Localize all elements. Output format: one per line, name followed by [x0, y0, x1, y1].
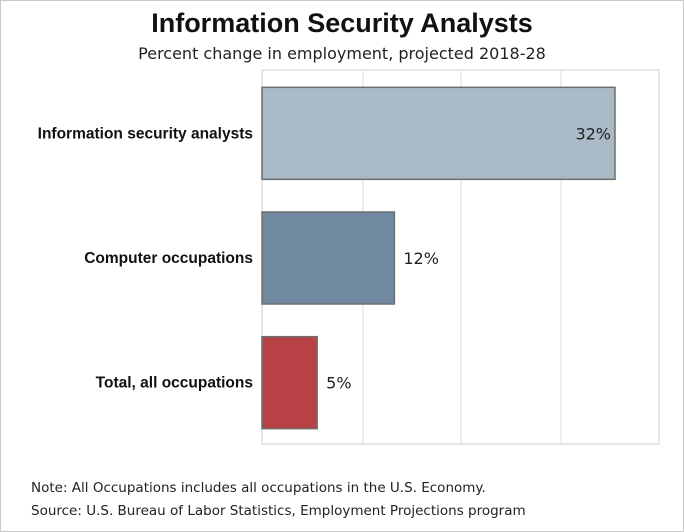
footnote: Note: All Occupations includes all occup…: [31, 480, 486, 496]
labels: Information security analysts 32% Computer…: [38, 124, 611, 392]
source-note: Source: U.S. Bureau of Labor Statistics,…: [31, 503, 526, 519]
chart-subtitle: Percent change in employment, projected …: [138, 44, 546, 63]
chart-title: Information Security Analysts: [151, 8, 533, 38]
bars: [261, 86, 616, 430]
value-label: 5%: [326, 374, 351, 393]
bar-0: [261, 86, 616, 181]
category-label: Computer occupations: [84, 250, 253, 267]
value-label: 12%: [403, 249, 439, 268]
category-label: Total, all occupations: [96, 375, 253, 392]
bar-2: [261, 335, 318, 430]
value-label: 32%: [575, 124, 611, 143]
category-label: Information security analysts: [38, 125, 253, 142]
bar-1: [261, 211, 396, 305]
